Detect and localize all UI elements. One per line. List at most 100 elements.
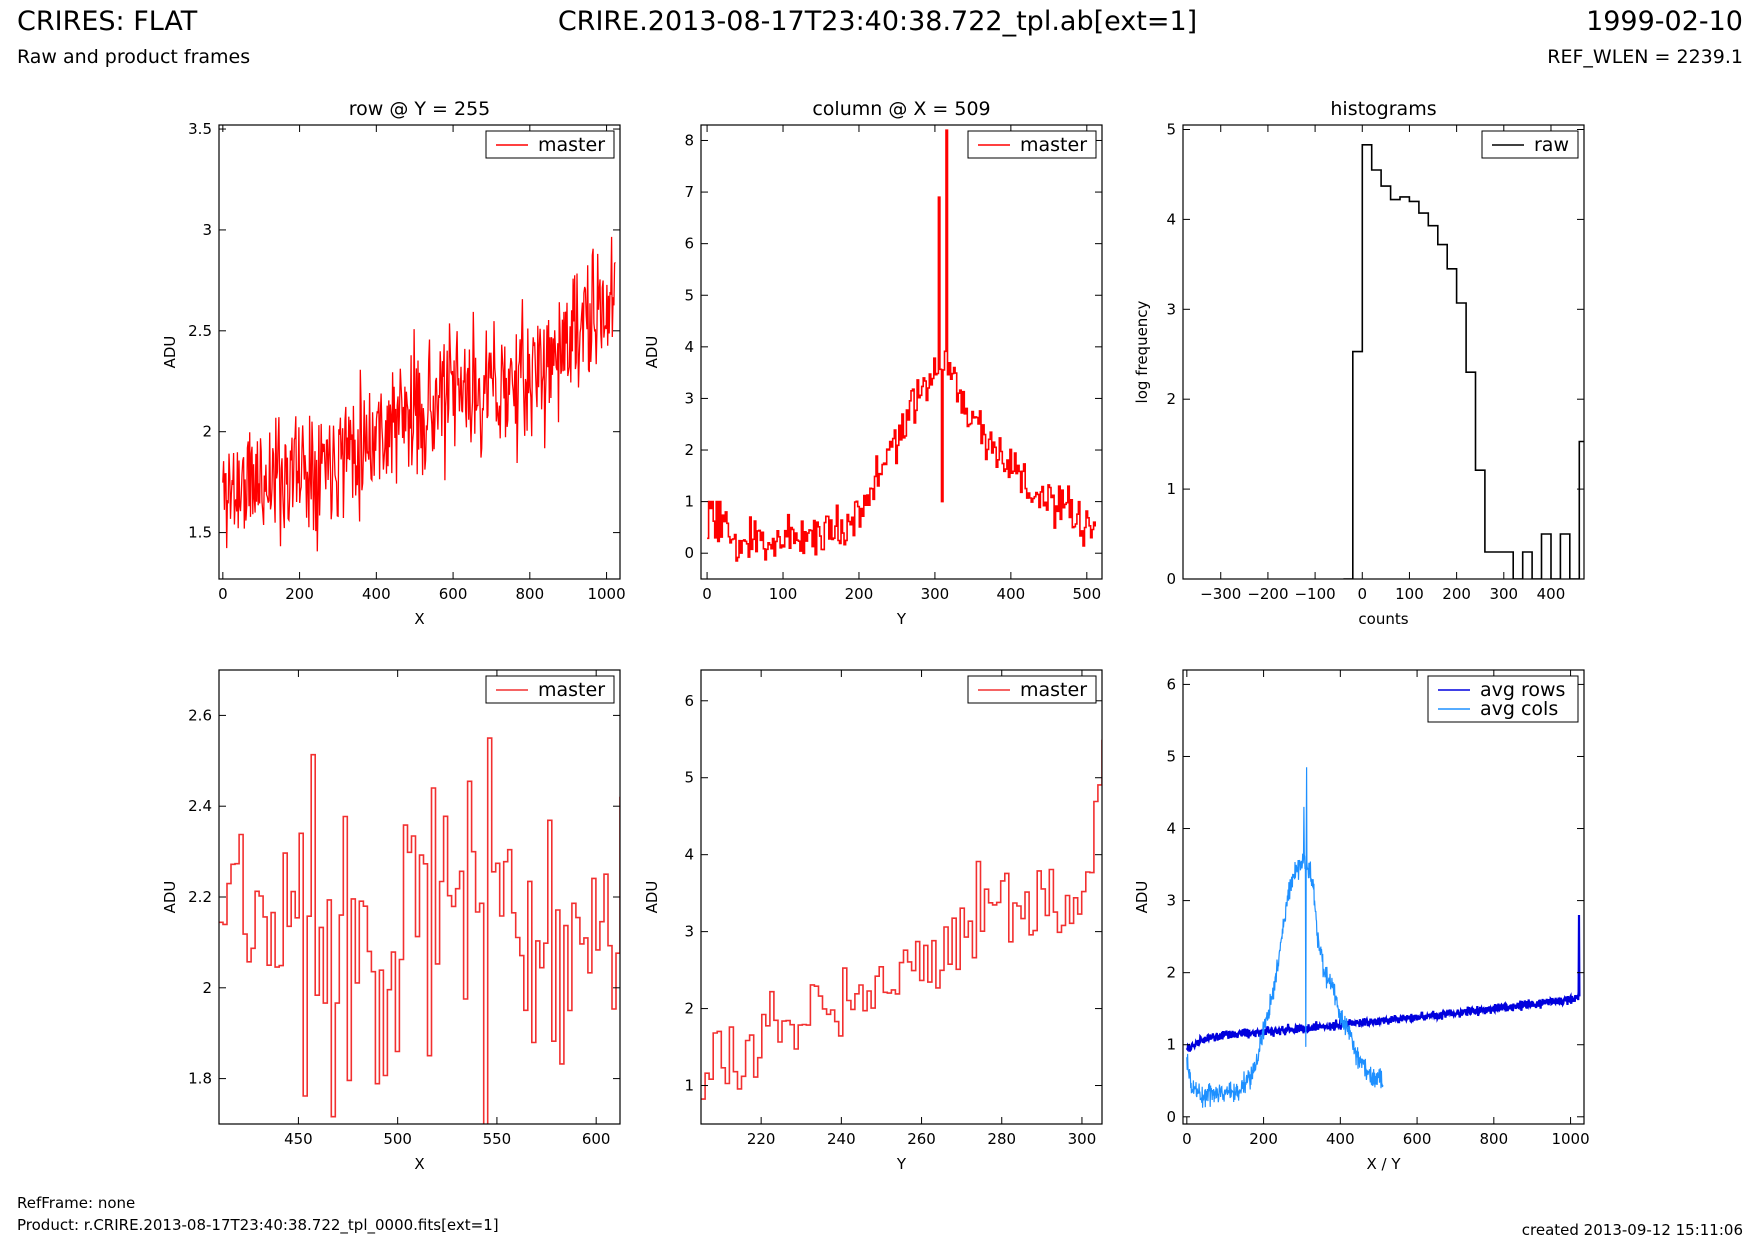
y-tick-label: 7 — [684, 183, 694, 201]
y-tick-label: 2 — [684, 441, 694, 459]
x-tick-label: −300 — [1200, 585, 1241, 603]
plot-frame — [218, 124, 621, 580]
legend: raw — [1481, 130, 1579, 159]
x-tick-label: 0 — [1182, 1130, 1192, 1148]
frame-filename: CRIRE.2013-08-17T23:40:38.722_tpl.ab[ext… — [557, 6, 1198, 37]
x-tick-label: 300 — [1068, 1130, 1097, 1148]
observation-date: 1999-02-10 — [1586, 6, 1743, 37]
y-tick-label: 1.8 — [188, 1070, 212, 1088]
y-tick-label: 2 — [1166, 390, 1176, 408]
y-tick-label: 0 — [1166, 570, 1176, 588]
y-tick-label: 3.5 — [188, 120, 212, 138]
x-tick-label: 200 — [285, 585, 314, 603]
y-tick-label: 1 — [684, 493, 694, 511]
legend-label: raw — [1534, 134, 1569, 156]
chart-panel-6: 0 200 400 600 800 1000 0 1 2 3 4 5 6 X / Y ADU avg rows… — [1133, 669, 1590, 1173]
y-tick-label: 2.4 — [188, 797, 212, 815]
series-group — [1343, 144, 1584, 579]
x-tick-label: 1000 — [587, 585, 625, 603]
y-tick-label: 5 — [1166, 747, 1176, 765]
series-group — [1185, 767, 1581, 1108]
legend-label: avg cols — [1480, 698, 1558, 720]
series-line-avg-cols — [1186, 767, 1384, 1108]
legend: master — [485, 675, 615, 704]
page-title: CRIRES: FLAT — [17, 6, 198, 37]
plot-frame — [1182, 669, 1585, 1125]
y-tick-label: 2.5 — [188, 322, 212, 340]
y-tick-label: 1.5 — [188, 524, 212, 542]
x-tick-label: 550 — [483, 1130, 512, 1148]
y-tick-label: 8 — [684, 131, 694, 149]
y-tick-label: 2.6 — [188, 706, 212, 724]
x-tick-label: 500 — [383, 1130, 412, 1148]
x-axis-label: X / Y — [1366, 1155, 1401, 1173]
x-tick-label: 200 — [1442, 585, 1471, 603]
y-tick-label: 2 — [1166, 964, 1176, 982]
x-tick-label: 400 — [1326, 1130, 1355, 1148]
x-tick-label: 260 — [907, 1130, 936, 1148]
x-tick-label: 800 — [516, 585, 545, 603]
x-tick-label: −200 — [1247, 585, 1288, 603]
y-tick-label: 5 — [684, 286, 694, 304]
footer-product: Product: r.CRIRE.2013-08-17T23:40:38.722… — [17, 1216, 499, 1234]
x-tick-label: 400 — [997, 585, 1026, 603]
chart-panel-2: 0 100 200 300 400 500 0 1 2 3 4 5 6 7 8 column @ X = 50… — [643, 98, 1103, 628]
y-tick-label: 0 — [684, 544, 694, 562]
y-tick-label: 4 — [1166, 210, 1176, 228]
x-tick-label: 200 — [845, 585, 874, 603]
y-tick-label: 2 — [202, 979, 212, 997]
y-tick-label: 5 — [1166, 120, 1176, 138]
x-axis-label: X — [414, 610, 424, 628]
y-tick-label: 1 — [1166, 1036, 1176, 1054]
x-tick-label: 0 — [1357, 585, 1367, 603]
legend: master — [967, 130, 1097, 159]
y-tick-label: 3 — [684, 389, 694, 407]
chart-panel-4: 450 500 550 600 1.8 2 2.2 2.4 2.6 X ADU master — [161, 669, 621, 1173]
x-tick-label: 600 — [582, 1130, 611, 1148]
y-tick-label: 6 — [684, 692, 694, 710]
x-tick-label: 400 — [362, 585, 391, 603]
x-tick-label: 450 — [284, 1130, 313, 1148]
y-tick-label: 3 — [684, 923, 694, 941]
legend-label: avg rows — [1480, 679, 1565, 701]
x-tick-label: 300 — [1489, 585, 1518, 603]
legend-label: master — [538, 134, 605, 156]
series-line-master — [219, 737, 620, 1124]
y-tick-label: 3 — [1166, 892, 1176, 910]
chart-title: column @ X = 509 — [812, 98, 990, 120]
series-line-raw — [1343, 144, 1584, 579]
legend-label: master — [1020, 134, 1087, 156]
y-axis-label: ADU — [643, 336, 661, 369]
legend-label: master — [538, 679, 605, 701]
x-tick-label: 800 — [1480, 1130, 1509, 1148]
chart-panel-3: −300 −200 −100 0 100 200 300 400 0 1 2 3 4 5 histogram… — [1133, 98, 1585, 628]
x-axis-label: Y — [896, 1155, 907, 1173]
x-tick-label: 0 — [702, 585, 712, 603]
series-group — [707, 129, 1096, 562]
chart-title: histograms — [1330, 98, 1436, 120]
y-axis-label: ADU — [1133, 881, 1151, 914]
legend: master — [485, 130, 615, 159]
y-axis-label: log frequency — [1133, 300, 1151, 403]
y-tick-label: 6 — [1166, 675, 1176, 693]
y-axis-label: ADU — [643, 881, 661, 914]
plot-frame — [700, 669, 1103, 1125]
x-tick-label: 400 — [1537, 585, 1566, 603]
x-axis-label: Y — [896, 610, 907, 628]
series-group — [701, 739, 1102, 1100]
x-axis-label: X — [414, 1155, 424, 1173]
series-group — [222, 236, 616, 552]
legend: master — [967, 675, 1097, 704]
plot-frame — [700, 124, 1103, 580]
legend-label: master — [1020, 679, 1087, 701]
y-tick-label: 4 — [1166, 820, 1176, 838]
footer-created: created 2013-09-12 15:11:06 — [1521, 1221, 1743, 1239]
y-axis-label: ADU — [161, 336, 179, 369]
plot-frame — [1182, 124, 1585, 580]
x-tick-label: 600 — [1403, 1130, 1432, 1148]
y-tick-label: 6 — [684, 235, 694, 253]
x-tick-label: 500 — [1072, 585, 1101, 603]
y-tick-label: 1 — [1166, 480, 1176, 498]
